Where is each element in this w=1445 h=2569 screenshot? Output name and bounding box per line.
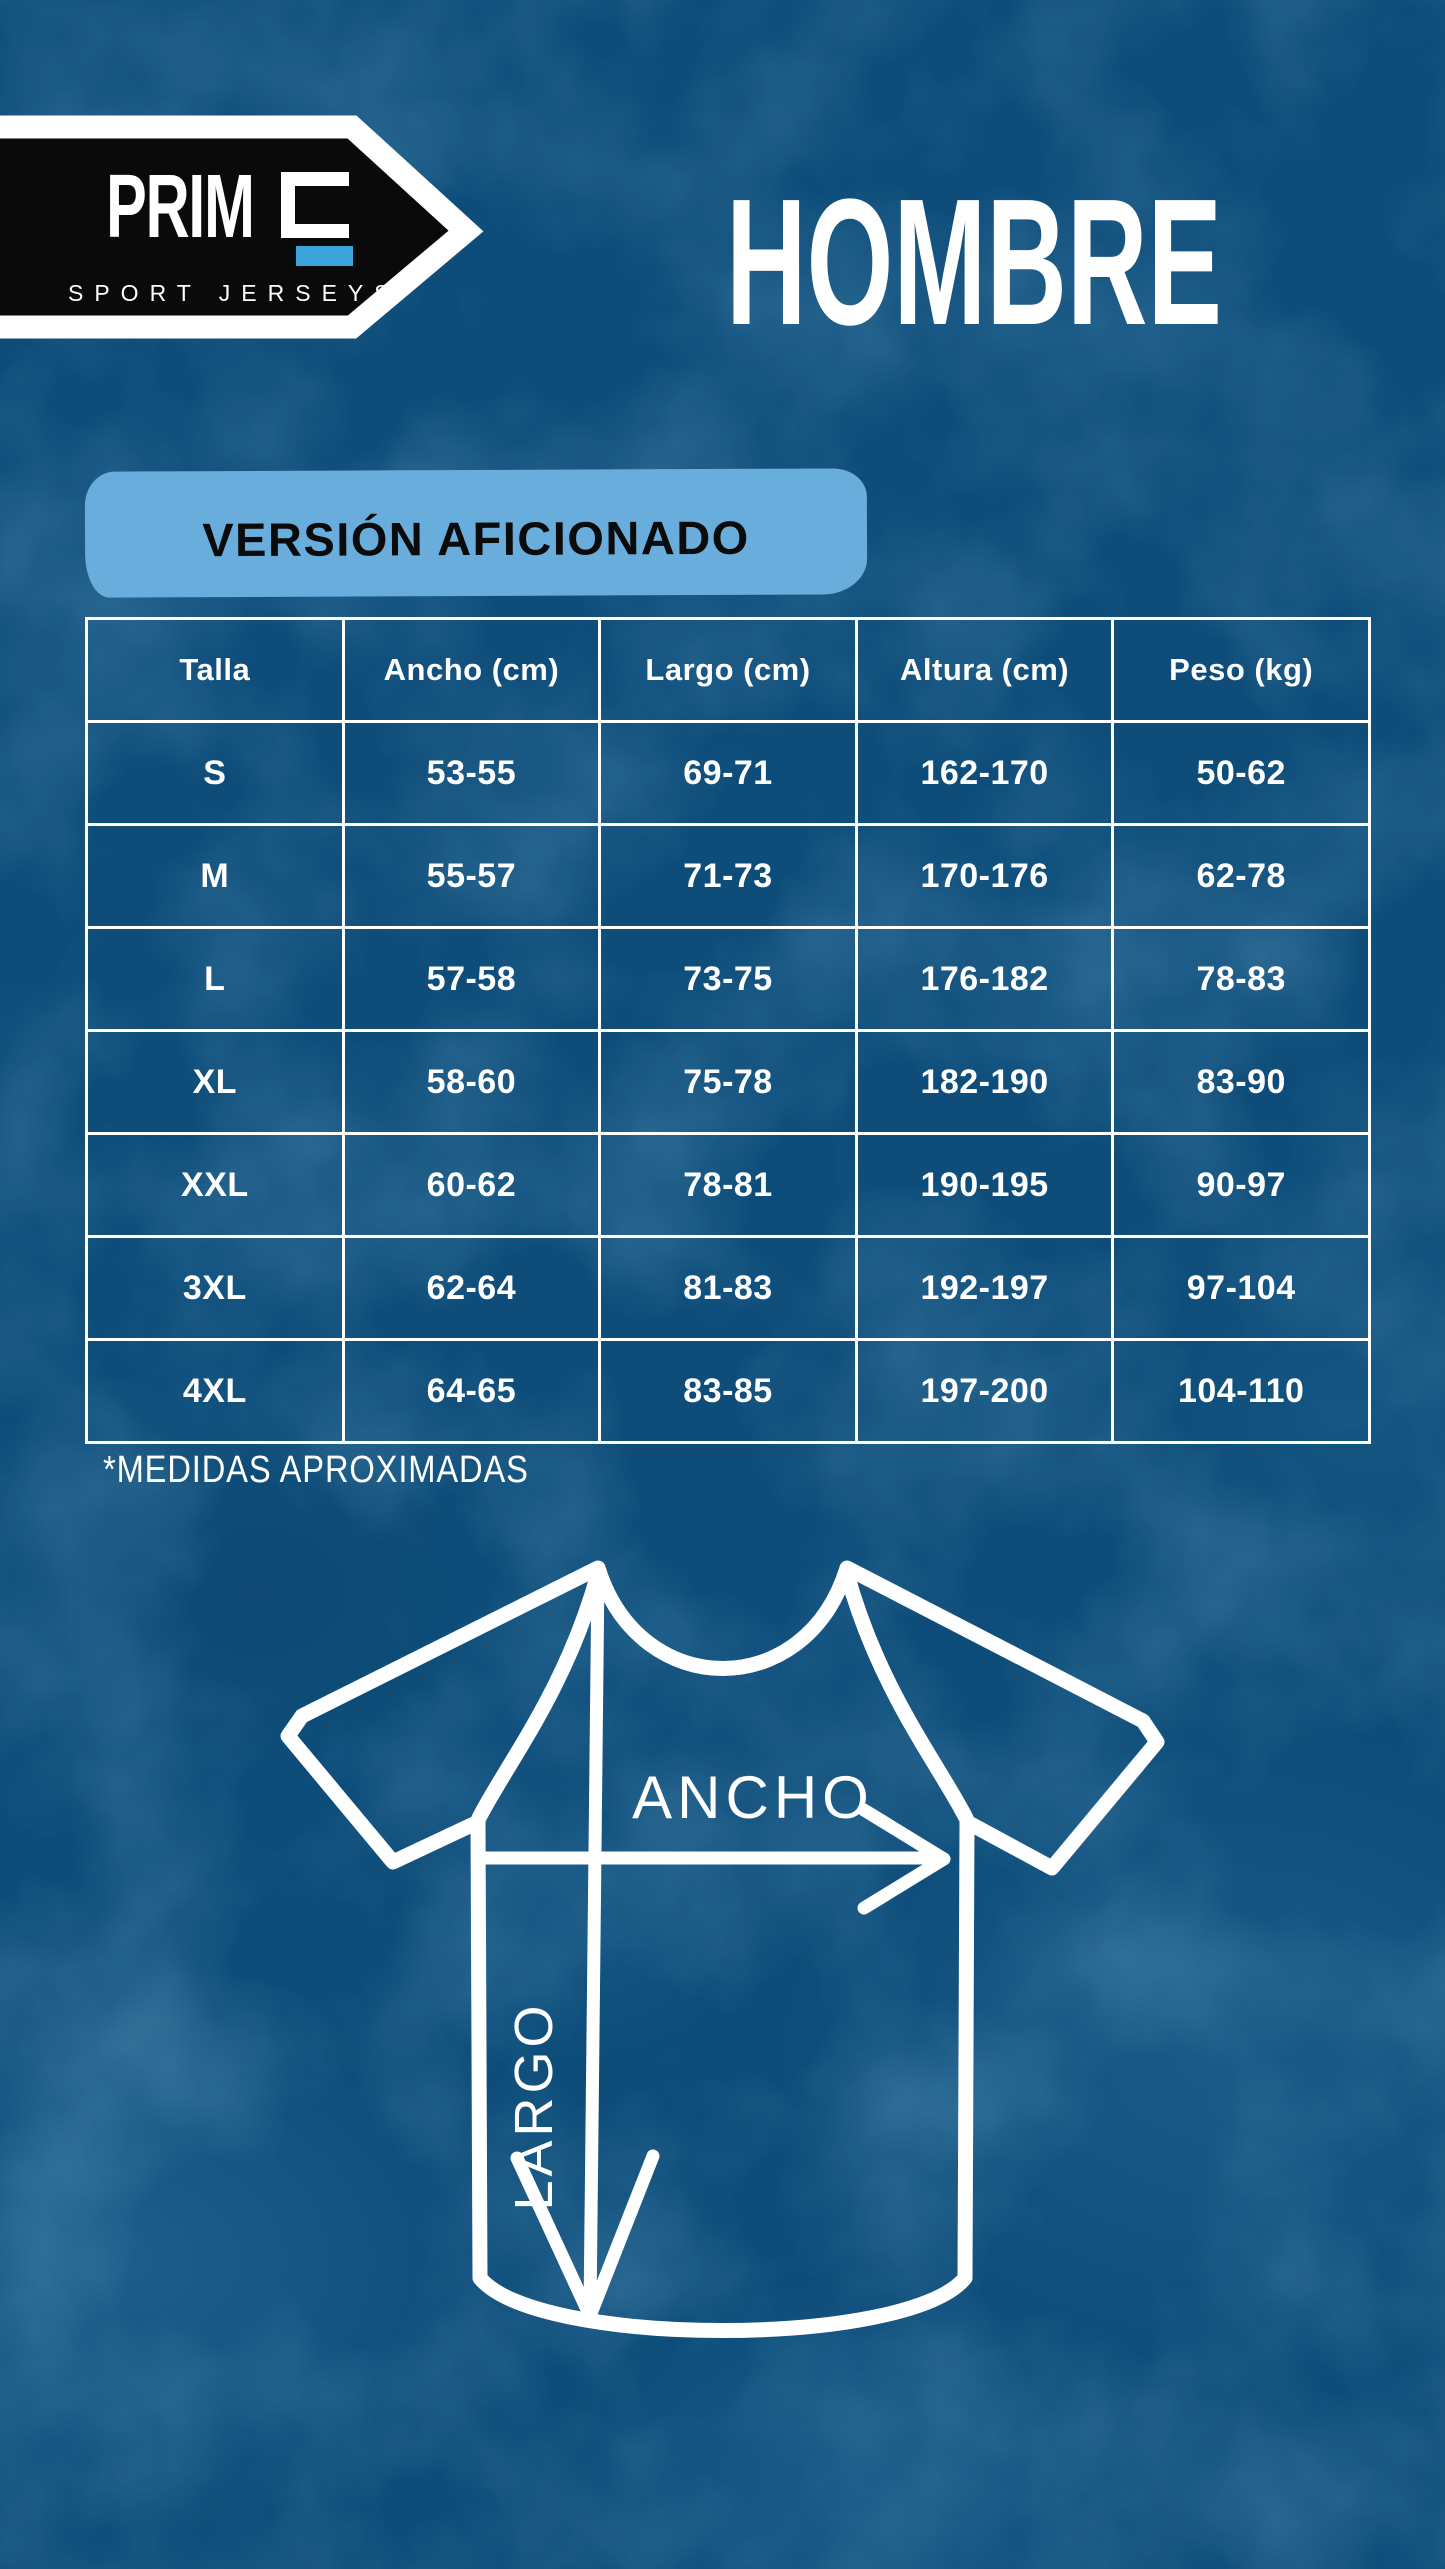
measure-cell: 81-83 xyxy=(598,1235,858,1341)
measure-cell: 83-90 xyxy=(1111,1029,1371,1135)
table-row: 3XL 62-64 81-83 192-197 97-104 xyxy=(85,1235,1371,1341)
measure-cell: 176-182 xyxy=(854,926,1115,1032)
measure-cell: 64-65 xyxy=(341,1338,602,1444)
measure-cell: 73-75 xyxy=(598,926,858,1032)
table-row: XL 58-60 75-78 182-190 83-90 xyxy=(85,1029,1371,1135)
measure-cell: 78-83 xyxy=(1111,926,1371,1032)
measure-cell: 83-85 xyxy=(598,1338,858,1444)
logo-arrow-polygon xyxy=(0,115,484,339)
measure-cell: 78-81 xyxy=(598,1132,858,1238)
measure-cell: 75-78 xyxy=(598,1029,858,1135)
table-row: M 55-57 71-73 170-176 62-78 xyxy=(85,823,1371,929)
table-row: S 53-55 69-71 162-170 50-62 xyxy=(85,720,1371,826)
size-cell: XXL xyxy=(85,1132,345,1238)
measure-cell: 162-170 xyxy=(854,720,1115,826)
measure-cell: 97-104 xyxy=(1111,1235,1371,1341)
size-cell: 3XL xyxy=(85,1235,345,1341)
measure-cell: 58-60 xyxy=(341,1029,602,1135)
armhole-seam-left xyxy=(471,1566,606,1826)
column-header-largo: Largo (cm) xyxy=(598,617,858,723)
table-row: XXL 60-62 78-81 190-195 90-97 xyxy=(85,1132,1371,1238)
size-cell: M xyxy=(85,823,345,929)
size-table: Talla Ancho (cm) Largo (cm) Altura (cm) … xyxy=(85,617,1371,1444)
page-title: HOMBRE xyxy=(726,162,1222,363)
logo-e-spine xyxy=(281,172,295,238)
logo-banner: PRIM SPORT JERSEYS xyxy=(0,0,560,400)
size-cell: L xyxy=(85,926,345,1032)
width-arrow xyxy=(471,1803,951,1915)
logo-tagline: SPORT JERSEYS xyxy=(68,280,401,306)
column-header-ancho: Ancho (cm) xyxy=(341,617,602,723)
measure-cell: 60-62 xyxy=(341,1132,602,1238)
width-label: ANCHO xyxy=(632,1764,874,1831)
measure-cell: 197-200 xyxy=(854,1338,1115,1444)
armhole-seam-right xyxy=(839,1566,974,1826)
version-banner-label: VERSIÓN AFICIONADO xyxy=(202,510,750,566)
logo-brand-text: PRIM xyxy=(106,157,255,257)
logo-e-mark xyxy=(281,172,349,238)
version-banner: VERSIÓN AFICIONADO xyxy=(84,468,868,598)
measure-cell: 50-62 xyxy=(1111,720,1371,826)
measure-cell: 104-110 xyxy=(1111,1338,1371,1444)
measure-cell: 62-64 xyxy=(341,1235,602,1341)
logo-accent-bar xyxy=(296,246,353,266)
size-cell: 4XL xyxy=(85,1338,345,1444)
measure-cell: 62-78 xyxy=(1111,823,1371,929)
length-arrow xyxy=(510,1565,660,2323)
table-header-row: Talla Ancho (cm) Largo (cm) Altura (cm) … xyxy=(85,617,1371,723)
column-header-peso: Peso (kg) xyxy=(1111,617,1371,723)
size-cell: S xyxy=(85,720,345,826)
size-table-body: S 53-55 69-71 162-170 50-62 M 55-57 71-73 170-17… xyxy=(85,720,1371,1444)
measure-cell: 182-190 xyxy=(854,1029,1115,1135)
measure-cell: 170-176 xyxy=(854,823,1115,929)
logo-e-bottom-bar xyxy=(281,224,349,238)
table-row: L 57-58 73-75 176-182 78-83 xyxy=(85,926,1371,1032)
footnote: *MEDIDAS APROXIMADAS xyxy=(103,1449,529,1491)
measure-cell: 71-73 xyxy=(598,823,858,929)
measure-cell: 57-58 xyxy=(341,926,602,1032)
logo-e-top-bar xyxy=(281,172,349,186)
size-cell: XL xyxy=(85,1029,345,1135)
measure-cell: 192-197 xyxy=(854,1235,1115,1341)
column-header-talla: Talla xyxy=(85,617,345,723)
measure-cell: 90-97 xyxy=(1111,1132,1371,1238)
measure-cell: 69-71 xyxy=(598,720,858,826)
column-header-altura: Altura (cm) xyxy=(854,617,1115,723)
length-label: LARGO xyxy=(504,2001,564,2210)
measure-cell: 55-57 xyxy=(341,823,602,929)
table-row: 4XL 64-65 83-85 197-200 104-110 xyxy=(85,1338,1371,1444)
tshirt-outline xyxy=(280,1560,1165,2338)
measure-cell: 190-195 xyxy=(854,1132,1115,1238)
measure-cell: 53-55 xyxy=(341,720,602,826)
logo-arrow-shape xyxy=(0,115,484,339)
